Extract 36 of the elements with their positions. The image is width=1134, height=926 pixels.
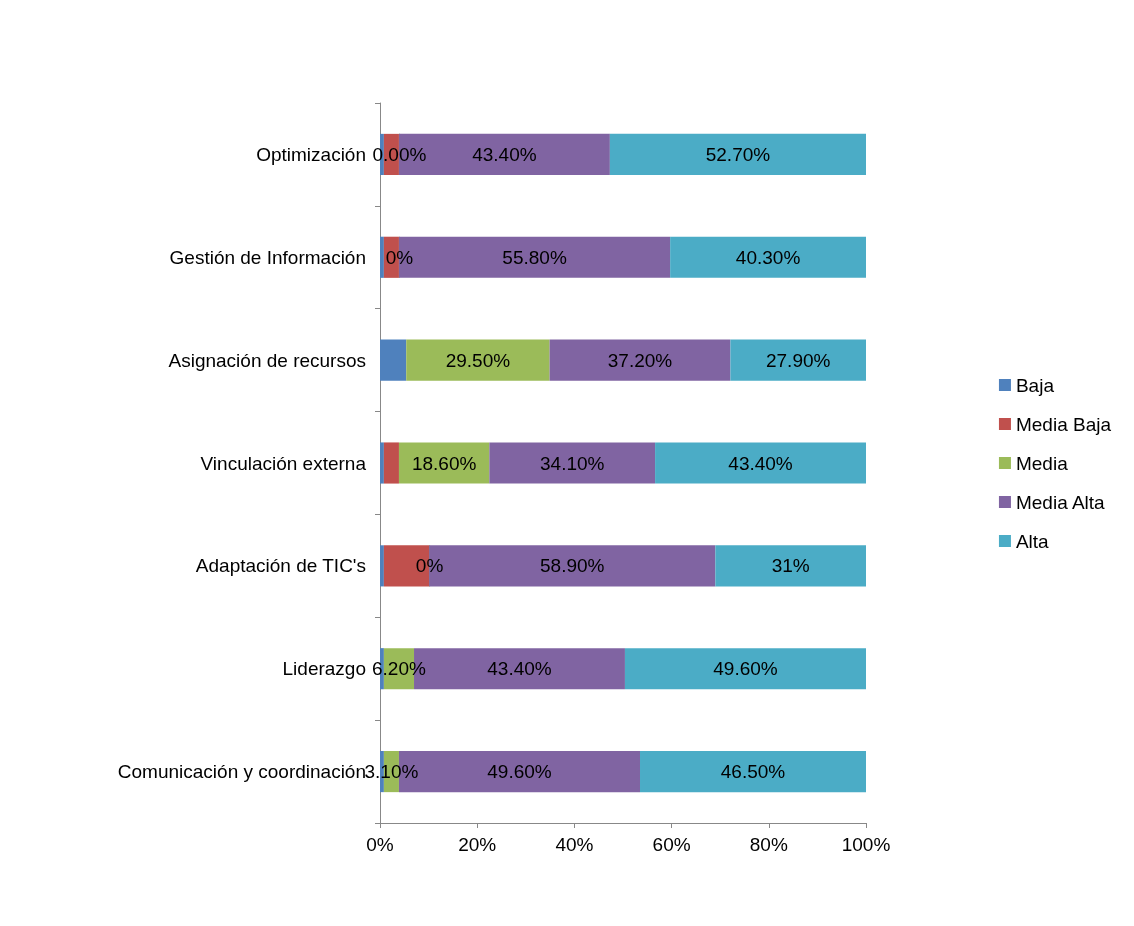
x-tick-label: 40% [555,834,594,855]
data-label: 52.70% [705,143,771,165]
x-tick-label: 20% [458,834,497,855]
y-tick-label: Asignación de recursos [168,349,366,371]
legend-label: Media Baja [1015,413,1112,435]
data-label: 58.90% [539,555,605,577]
data-label: 0% [415,555,444,577]
data-label: 46.50% [720,761,786,783]
data-label: 18.60% [411,452,477,474]
x-tick-label: 0% [366,834,394,855]
data-label: 43.40% [487,658,552,680]
data-label: 49.60% [487,761,552,783]
x-tick-label: 80% [749,834,788,855]
data-label: 55.80% [502,246,567,268]
y-tick-label: Adaptación de TIC's [195,555,366,577]
y-tick-label: Optimización [256,143,366,165]
legend-label: Media [1015,452,1069,474]
data-label: 40.30% [735,246,801,268]
x-tick-label: 100% [841,834,891,855]
data-label: 3.10% [364,761,419,783]
legend-label: Baja [1015,374,1055,396]
data-label: 43.40% [472,143,537,165]
legend-label: Media Alta [1015,491,1106,513]
x-tick-label: 60% [652,834,691,855]
data-label: 34.10% [539,452,605,474]
data-label: 43.40% [728,452,793,474]
y-tick-label: Liderazgo [282,658,366,680]
data-label: 27.90% [765,349,831,371]
data-label: 31% [771,555,810,577]
y-tick-label: Gestión de Información [169,246,366,268]
data-label: 37.20% [607,349,673,371]
data-label: 49.60% [713,658,778,680]
data-label: 29.50% [445,349,511,371]
y-tick-label: Comunicación y coordinación [117,761,366,783]
legend-label: Alta [1015,530,1050,552]
y-tick-label: Vinculación externa [200,452,367,474]
